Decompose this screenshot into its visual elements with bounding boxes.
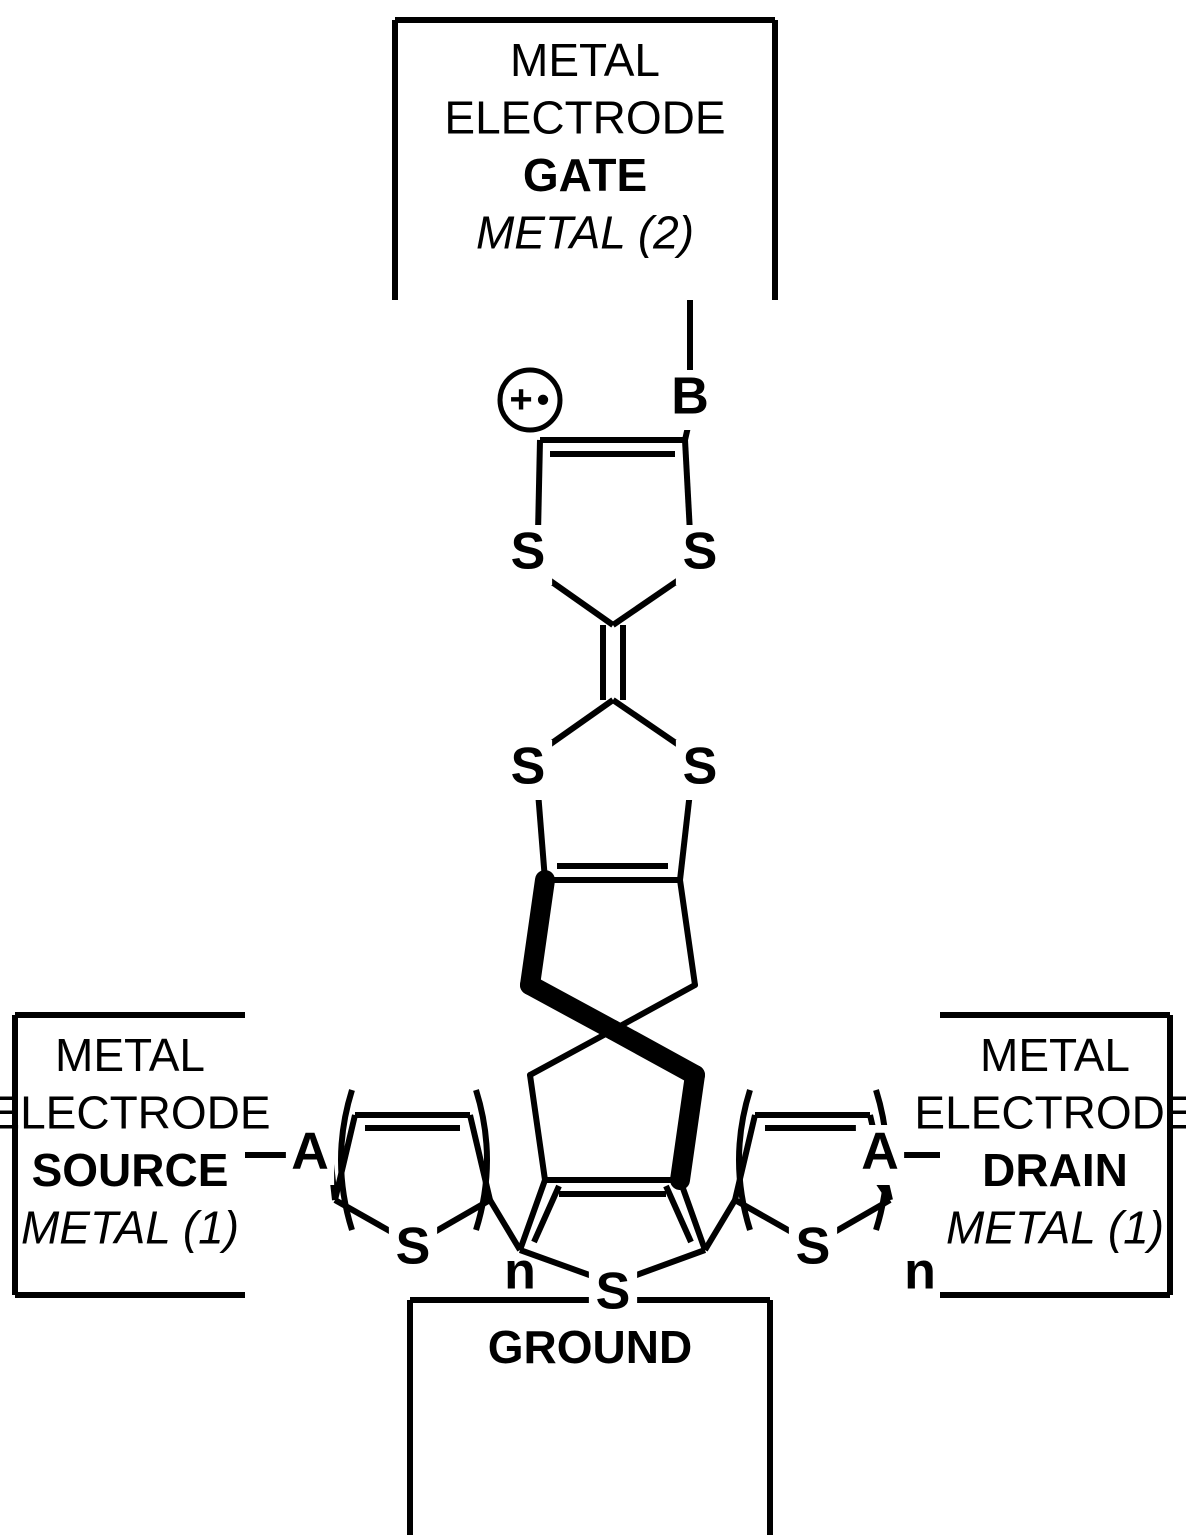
repeat-n-left: n: [504, 1243, 536, 1301]
atom-s: S: [596, 1263, 631, 1321]
atom-s: S: [511, 523, 546, 581]
source-electrode-l1: METAL: [55, 1029, 205, 1081]
radical-plus: +: [509, 378, 532, 422]
atom-a-right: A: [861, 1123, 899, 1181]
drain-electrode-l3: DRAIN: [982, 1144, 1128, 1196]
atom-s: S: [511, 738, 546, 796]
molecular-transistor-diagram: METALELECTRODEGATEMETAL (2)METALELECTROD…: [0, 0, 1186, 1540]
source-electrode-l4: METAL (1): [21, 1201, 239, 1253]
atom-b: B: [671, 368, 709, 426]
source-electrode-l3: SOURCE: [32, 1144, 229, 1196]
gate-electrode-l3: GATE: [523, 149, 647, 201]
atom-a-left: A: [291, 1123, 329, 1181]
ground-label: GROUND: [488, 1321, 692, 1373]
atom-s: S: [396, 1218, 431, 1276]
atom-s: S: [683, 738, 718, 796]
gate-electrode-l2: ELECTRODE: [444, 91, 725, 143]
gate-electrode-l4: METAL (2): [476, 206, 694, 258]
atom-s: S: [796, 1218, 831, 1276]
source-electrode-l2: ELECTRODE: [0, 1086, 271, 1138]
drain-electrode-l1: METAL: [980, 1029, 1130, 1081]
drain-electrode-l4: METAL (1): [946, 1201, 1164, 1253]
radical-dot: •: [537, 379, 550, 420]
drain-electrode-l2: ELECTRODE: [914, 1086, 1186, 1138]
repeat-n-right: n: [904, 1243, 936, 1301]
gate-electrode-l1: METAL: [510, 34, 660, 86]
atom-s: S: [683, 523, 718, 581]
